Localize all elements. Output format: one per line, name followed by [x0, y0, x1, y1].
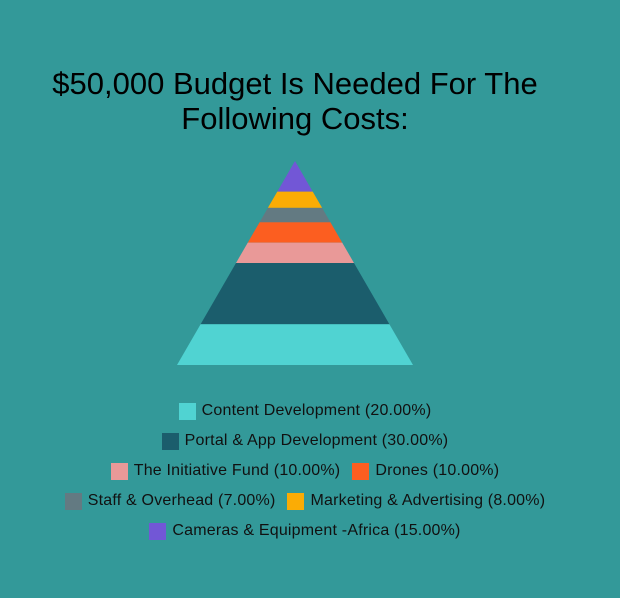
legend-item[interactable]: Marketing & Advertising (8.00%) — [287, 492, 545, 510]
legend-row: Staff & Overhead (7.00%) Marketing & Adve… — [0, 486, 620, 516]
legend-label: Portal & App Development (30.00%) — [184, 432, 449, 449]
legend-swatch — [178, 402, 196, 420]
legend-row: Content Development (20.00%) — [0, 396, 620, 426]
legend-label: Drones (10.00%) — [375, 462, 500, 479]
legend-swatch — [352, 462, 370, 480]
legend-swatch — [287, 492, 305, 510]
pyramid-segment-0 — [277, 161, 313, 192]
legend-item[interactable]: Content Development (20.00%) — [178, 402, 432, 420]
chart-title: $50,000 Budget Is Needed For The Followi… — [0, 66, 590, 136]
legend-swatch — [149, 522, 167, 540]
pyramid-segment-5 — [200, 263, 390, 325]
legend-label: Content Development (20.00%) — [201, 402, 432, 419]
pyramid-segment-3 — [247, 222, 343, 243]
legend-item[interactable]: Drones (10.00%) — [352, 462, 499, 480]
legend-label: Marketing & Advertising (8.00%) — [310, 492, 546, 509]
chart-title-line-2: Following Costs: — [181, 101, 409, 136]
legend-item[interactable]: The Initiative Fund (10.00%) — [110, 462, 341, 480]
pyramid-segment-4 — [236, 242, 354, 263]
legend-label: Cameras & Equipment -Africa (15.00%) — [172, 522, 461, 539]
legend-swatch — [110, 462, 128, 480]
legend-swatch — [64, 492, 82, 510]
legend-item[interactable]: Staff & Overhead (7.00%) — [64, 492, 276, 510]
legend-row: Portal & App Development (30.00%) — [0, 426, 620, 456]
legend-item[interactable]: Cameras & Equipment -Africa (15.00%) — [149, 522, 460, 540]
legend-swatch — [161, 432, 179, 450]
pyramid-segment-6 — [177, 324, 413, 365]
pyramid-chart — [177, 161, 413, 365]
pyramid-segment-2 — [259, 207, 331, 223]
legend-item[interactable]: Portal & App Development (30.00%) — [161, 432, 449, 450]
chart-title-line-1: $50,000 Budget Is Needed For The — [52, 66, 538, 101]
legend-row: The Initiative Fund (10.00%) Drones (10.0… — [0, 456, 620, 486]
legend-label: Staff & Overhead (7.00%) — [87, 492, 276, 509]
legend-label: The Initiative Fund (10.00%) — [133, 462, 341, 479]
pyramid-segment-1 — [267, 191, 323, 208]
legend-row: Cameras & Equipment -Africa (15.00%) — [0, 516, 620, 546]
chart-legend: Content Development (20.00%) Portal & App… — [0, 396, 620, 546]
